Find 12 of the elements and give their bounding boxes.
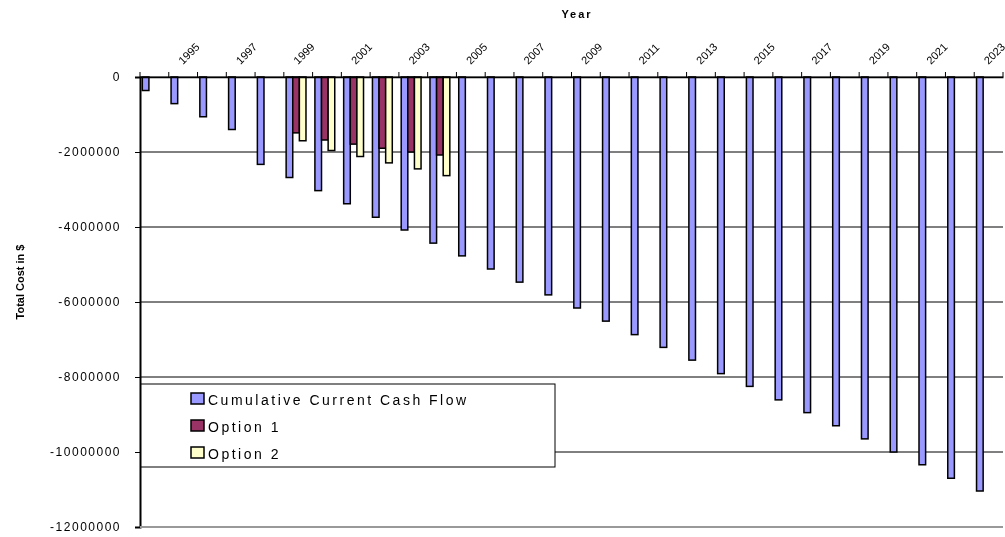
y-tick-label: 0 <box>112 70 121 85</box>
x-axis-title: Year <box>561 8 593 20</box>
legend-label: Option 1 <box>208 419 281 435</box>
legend-label: Option 2 <box>208 446 281 462</box>
y-tick-label: -8000000 <box>58 370 121 385</box>
y-tick-label: -12000000 <box>50 520 121 535</box>
y-tick-label: -4000000 <box>58 220 121 235</box>
y-tick-label: -2000000 <box>58 145 121 160</box>
legend-label: Cumulative Current Cash Flow <box>208 392 469 408</box>
y-tick-label: -6000000 <box>58 295 121 310</box>
y-tick-label: -10000000 <box>50 445 121 460</box>
y-axis-title: Total Cost in $ <box>14 244 26 320</box>
